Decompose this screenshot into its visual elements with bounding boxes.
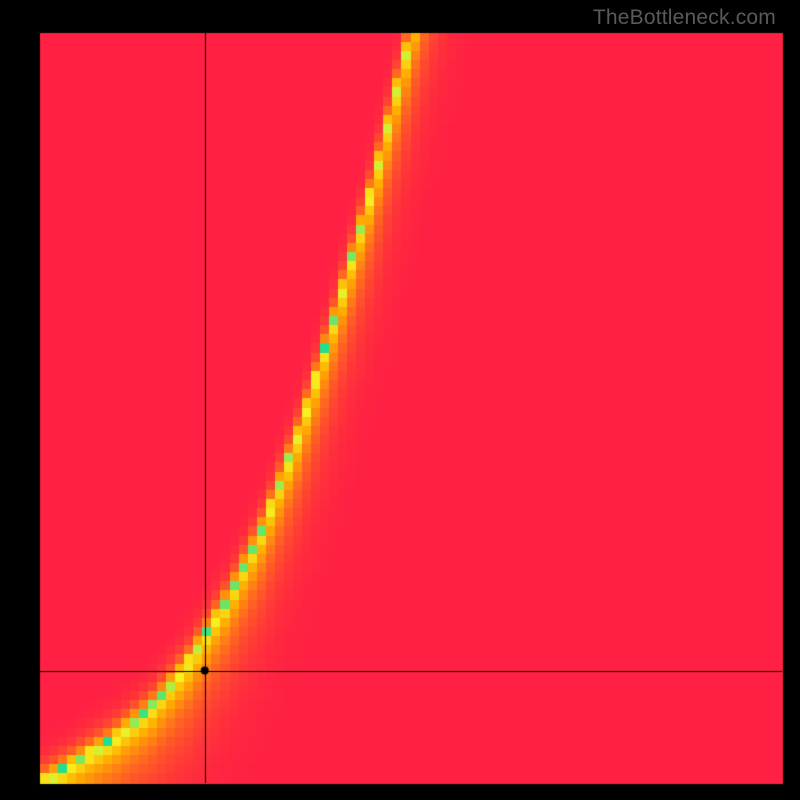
bottleneck-heatmap (0, 0, 800, 800)
chart-container: TheBottleneck.com (0, 0, 800, 800)
watermark-text: TheBottleneck.com (593, 6, 776, 30)
